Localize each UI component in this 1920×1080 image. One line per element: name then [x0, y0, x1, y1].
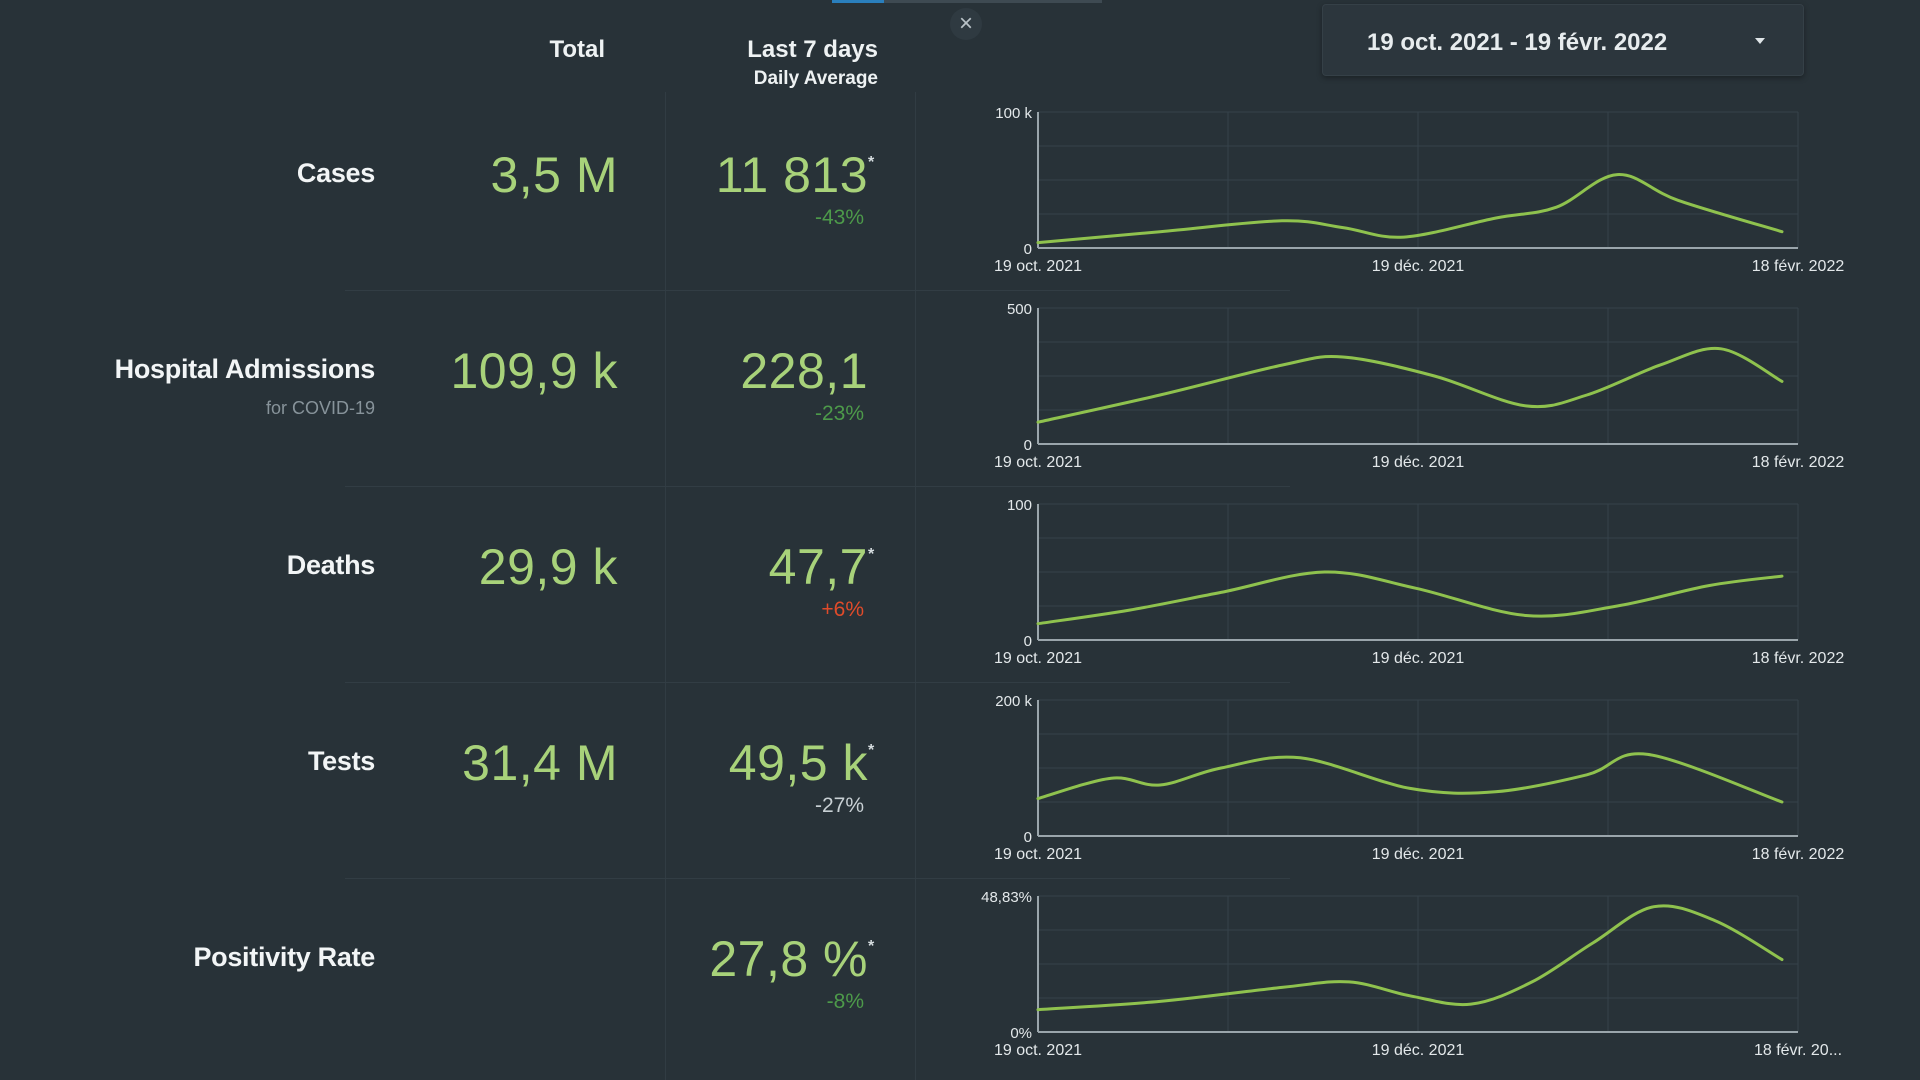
footnote-marker-tests: *: [868, 742, 875, 759]
series-line: [1036, 173, 1784, 245]
daily-avg-value-hospital-admissions: 228,1: [740, 343, 868, 399]
series-line: [1036, 752, 1784, 804]
trend-chart-deaths: 100 019 oct. 2021 19 déc. 2021 18 févr. 202…: [994, 497, 1845, 667]
change-percent-deaths: +6%: [821, 598, 864, 621]
x-tick-label: 19 déc. 2021: [1372, 258, 1465, 275]
x-tick-label: 18 févr. 20...: [1754, 1042, 1842, 1059]
active-tab-segment: [832, 0, 884, 3]
trend-chart-hospital-admissions: 500 019 oct. 2021 19 déc. 2021 18 févr. 202…: [994, 301, 1845, 471]
date-range-select[interactable]: 19 oct. 2021 - 19 févr. 2022: [1322, 4, 1804, 76]
column-header-total: Total: [549, 36, 605, 63]
series-line: [1036, 570, 1784, 626]
column-divider: [915, 92, 916, 1080]
daily-avg-value-tests: 49,5 k: [728, 735, 868, 791]
trend-chart-cases: 100 k 019 oct. 2021 19 déc. 2021 18 févr. 2…: [994, 105, 1845, 275]
footnote-marker-positivity-rate: *: [868, 938, 875, 955]
change-percent-cases: -43%: [814, 206, 864, 229]
x-tick-label: 18 févr. 2022: [1752, 454, 1845, 471]
daily-avg-value-positivity-rate: 27,8 %: [709, 931, 868, 987]
row-label-cases: Cases: [296, 158, 375, 188]
x-tick-label: 18 févr. 2022: [1752, 846, 1845, 863]
column-header-last7-sub: Daily Average: [753, 68, 878, 89]
column-header-last7-title: Last 7 days: [747, 36, 878, 63]
total-value-hospital-admissions: 109,9 k: [450, 343, 618, 399]
change-percent-tests: -27%: [814, 794, 864, 817]
date-range-label: 19 oct. 2021 - 19 févr. 2022: [1367, 29, 1668, 56]
x-tick-label: 19 déc. 2021: [1372, 454, 1465, 471]
x-tick-label: 19 oct. 2021: [994, 454, 1082, 471]
y-axis-top-label: 200 k: [995, 693, 1032, 710]
y-axis-bottom-label: 0: [1024, 241, 1032, 258]
row-label-hospital-admissions: Hospital Admissions: [114, 354, 376, 384]
change-percent-positivity-rate: -8%: [826, 990, 864, 1013]
row-divider: [345, 486, 1290, 487]
y-axis-top-label: 100: [1007, 497, 1032, 514]
daily-avg-value-deaths: 47,7: [768, 539, 868, 595]
close-button[interactable]: ×: [950, 8, 982, 40]
daily-avg-value-cases: 11 813: [715, 147, 868, 203]
row-label-deaths: Deaths: [286, 550, 376, 580]
x-tick-label: 19 oct. 2021: [994, 650, 1082, 667]
row-divider: [345, 682, 1290, 683]
y-axis-bottom-label: 0%: [1010, 1025, 1032, 1042]
row-label-positivity-rate: Positivity Rate: [193, 942, 375, 972]
x-tick-label: 19 oct. 2021: [994, 846, 1082, 863]
trend-chart-positivity-rate: 48,83% 0%19 oct. 2021 19 déc. 2021 18 févr.…: [981, 889, 1842, 1059]
column-header-last7: Last 7 days Daily Average: [747, 36, 878, 90]
footnote-marker-deaths: *: [868, 546, 875, 563]
total-value-tests: 31,4 M: [462, 735, 618, 791]
column-divider: [665, 92, 666, 1080]
row-label-tests: Tests: [307, 746, 375, 776]
total-value-cases: 3,5 M: [490, 147, 618, 203]
top-tab-indicator: [832, 0, 1102, 3]
y-axis-bottom-label: 0: [1024, 633, 1032, 650]
x-tick-label: 18 févr. 2022: [1752, 258, 1845, 275]
x-tick-label: 19 oct. 2021: [994, 258, 1082, 275]
x-tick-label: 19 déc. 2021: [1372, 650, 1465, 667]
close-icon: ×: [958, 10, 973, 37]
x-tick-label: 19 déc. 2021: [1372, 846, 1465, 863]
total-value-deaths: 29,9 k: [478, 539, 618, 595]
change-percent-hospital-admissions: -23%: [814, 402, 864, 425]
y-axis-top-label: 500: [1007, 301, 1032, 318]
footnote-marker-cases: *: [868, 154, 875, 171]
y-axis-bottom-label: 0: [1024, 437, 1032, 454]
row-sub-hospital-admissions: for COVID-19: [265, 398, 375, 418]
caret-down-icon: [1755, 38, 1765, 44]
row-divider: [345, 878, 1290, 879]
x-tick-label: 19 déc. 2021: [1372, 1042, 1465, 1059]
series-line: [1036, 904, 1784, 1012]
x-tick-label: 18 févr. 2022: [1752, 650, 1845, 667]
x-tick-label: 19 oct. 2021: [994, 1042, 1082, 1059]
trend-chart-tests: 200 k 019 oct. 2021 19 déc. 2021 18 févr. 2…: [994, 693, 1845, 863]
y-axis-top-label: 100 k: [995, 105, 1032, 122]
y-axis-top-label: 48,83%: [981, 889, 1032, 906]
row-divider: [345, 290, 1290, 291]
y-axis-bottom-label: 0: [1024, 829, 1032, 846]
series-line: [1036, 346, 1784, 424]
